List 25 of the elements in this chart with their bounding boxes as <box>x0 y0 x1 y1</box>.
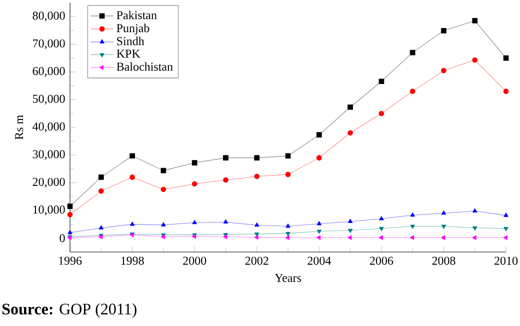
y-tick-label: 30,000 <box>32 150 65 160</box>
x-tick-label: 2004 <box>308 256 331 265</box>
legend-label: Pakistan <box>116 10 157 20</box>
y-tick-label: 20,000 <box>32 178 65 188</box>
x-tick-label: 2002 <box>245 256 268 265</box>
y-tick-label: 80,000 <box>32 12 65 22</box>
text: Source: GOP (2011) <box>2 303 136 318</box>
legend-label: Sindh <box>117 36 144 46</box>
y-axis-title: Rs m <box>15 115 24 140</box>
x-tick-label: 2006 <box>370 256 394 265</box>
y-tick-label: 0 <box>60 234 65 242</box>
y-tick-label: 10,000 <box>33 206 65 216</box>
legend-label: Punjab <box>116 24 150 35</box>
x-tick-label: 1996 <box>59 256 82 265</box>
x-tick-label: 2000 <box>183 256 206 265</box>
legend-label: KPK <box>116 50 140 58</box>
y-tick-label: 40,000 <box>32 122 65 132</box>
y-tick-label: 60,000 <box>32 67 65 77</box>
x-axis-title: Years <box>274 274 301 282</box>
x-tick-label: 1998 <box>121 256 144 265</box>
x-tick-label: 2008 <box>432 256 456 265</box>
legend-label: Balochistan <box>116 62 173 71</box>
x-tick-label: 2010 <box>494 256 518 265</box>
y-tick-label: 70,000 <box>33 39 65 50</box>
y-tick-label: 50,000 <box>32 94 65 105</box>
